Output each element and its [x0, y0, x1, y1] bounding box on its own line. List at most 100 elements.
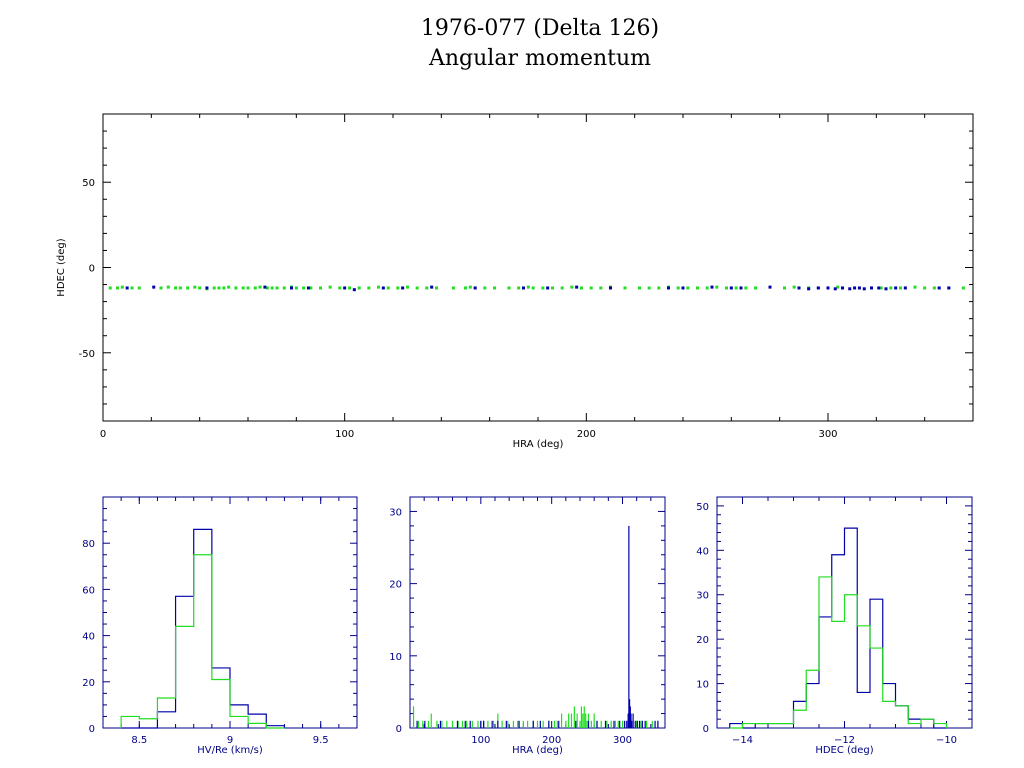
scatter-y-axis-label: HDEC (deg) [56, 238, 67, 296]
hv-x-tick-label: 9 [227, 735, 233, 746]
blue-data-point [937, 286, 941, 290]
green-data-point [406, 285, 409, 289]
hdec-y-tick-label: 40 [696, 546, 709, 557]
green-data-point [464, 286, 467, 290]
green-data-point [783, 286, 786, 290]
green-data-point [309, 286, 313, 290]
green-data-point [253, 286, 257, 290]
green-data-point [212, 286, 216, 290]
green-data-point [386, 286, 390, 290]
green-data-point [377, 285, 380, 289]
blue-data-point [343, 286, 347, 290]
hdec-x-tick-label: −14 [732, 735, 753, 746]
hv-blue-step [121, 528, 286, 729]
green-data-point [589, 286, 593, 290]
blue-data-point [816, 286, 820, 290]
blue-data-point [903, 286, 907, 290]
hra-y-tick-label: 10 [389, 652, 402, 663]
scatter-x-tick-label: 200 [577, 429, 596, 440]
chart-title: 1976-077 (Delta 126) [420, 16, 660, 41]
green-data-point [241, 286, 245, 290]
green-data-point [647, 286, 651, 290]
green-data-point [836, 285, 840, 289]
blue-data-point [401, 286, 405, 290]
blue-data-point [473, 286, 477, 290]
green-data-point [222, 286, 226, 290]
hv-y-tick-label: 20 [82, 678, 95, 689]
green-data-point [258, 285, 262, 289]
green-data-point [130, 286, 134, 290]
scatter-plot-frame [102, 113, 974, 422]
hdec-green-step [729, 576, 948, 729]
hdec-y-tick-label: 50 [696, 502, 709, 513]
blue-data-point [575, 285, 579, 289]
green-data-point [599, 286, 603, 290]
green-data-point [754, 286, 757, 290]
green-data-point [570, 285, 574, 289]
green-data-point [415, 286, 419, 290]
scatter-y-tick-label: -50 [79, 349, 95, 360]
hv-y-tick-label: 40 [82, 632, 95, 643]
green-data-point [275, 286, 279, 290]
scatter-y-tick-label: 0 [89, 264, 95, 275]
blue-data-point [739, 286, 743, 290]
blue-data-point [947, 286, 951, 290]
green-data-point [137, 286, 141, 290]
green-data-point [715, 285, 719, 289]
hv-x-tick-label: 9.5 [313, 735, 329, 746]
hdec-x-tick-label: −10 [936, 735, 957, 746]
green-data-point [108, 286, 112, 290]
green-data-point [348, 286, 351, 290]
hv-y-tick-label: 60 [82, 585, 95, 596]
green-data-point [638, 286, 641, 290]
green-data-point [551, 286, 554, 290]
blue-data-point [290, 286, 293, 290]
hdec-y-tick-label: 10 [696, 680, 709, 691]
green-data-point [178, 286, 182, 290]
green-data-point [198, 286, 202, 290]
green-data-point [328, 285, 332, 289]
hv-y-tick-label: 80 [82, 539, 95, 550]
scatter-y-tick-label: 50 [82, 178, 95, 189]
green-data-point [961, 286, 965, 290]
scatter-x-tick-label: 0 [100, 429, 106, 440]
green-data-point [932, 286, 936, 290]
blue-data-point [797, 286, 801, 290]
green-data-point [302, 286, 306, 290]
green-data-point [705, 286, 709, 290]
hdec-x-tick-label: −12 [834, 735, 855, 746]
green-data-point [425, 286, 429, 290]
green-data-point [396, 286, 400, 290]
green-data-point [483, 286, 487, 290]
blue-data-point [205, 286, 209, 290]
blue-data-point [430, 285, 434, 289]
green-data-point [879, 286, 883, 290]
green-data-point [234, 286, 238, 290]
green-data-point [560, 286, 564, 290]
green-data-point [899, 286, 902, 290]
blue-data-point [848, 287, 852, 291]
green-data-point [493, 286, 496, 290]
green-data-point [186, 286, 190, 290]
green-data-point [319, 286, 322, 290]
green-data-point [517, 286, 521, 290]
blue-data-point [729, 286, 733, 290]
green-data-point [507, 286, 511, 290]
blue-data-point [870, 286, 873, 290]
blue-data-point [807, 287, 811, 291]
green-data-point [338, 286, 342, 290]
blue-data-point [609, 286, 612, 290]
hdec-y-tick-label: 0 [703, 724, 709, 735]
green-data-point [367, 286, 371, 290]
blue-data-point [125, 286, 129, 290]
blue-data-point [546, 286, 550, 290]
blue-data-point [681, 286, 685, 290]
blue-data-point [862, 287, 866, 291]
hra-x-tick-label: 200 [542, 735, 561, 746]
green-data-point [725, 286, 728, 290]
green-data-point [734, 286, 738, 290]
hdec-y-tick-label: 30 [696, 591, 709, 602]
green-data-point [913, 285, 917, 289]
hra-histogram-frame [409, 496, 666, 729]
